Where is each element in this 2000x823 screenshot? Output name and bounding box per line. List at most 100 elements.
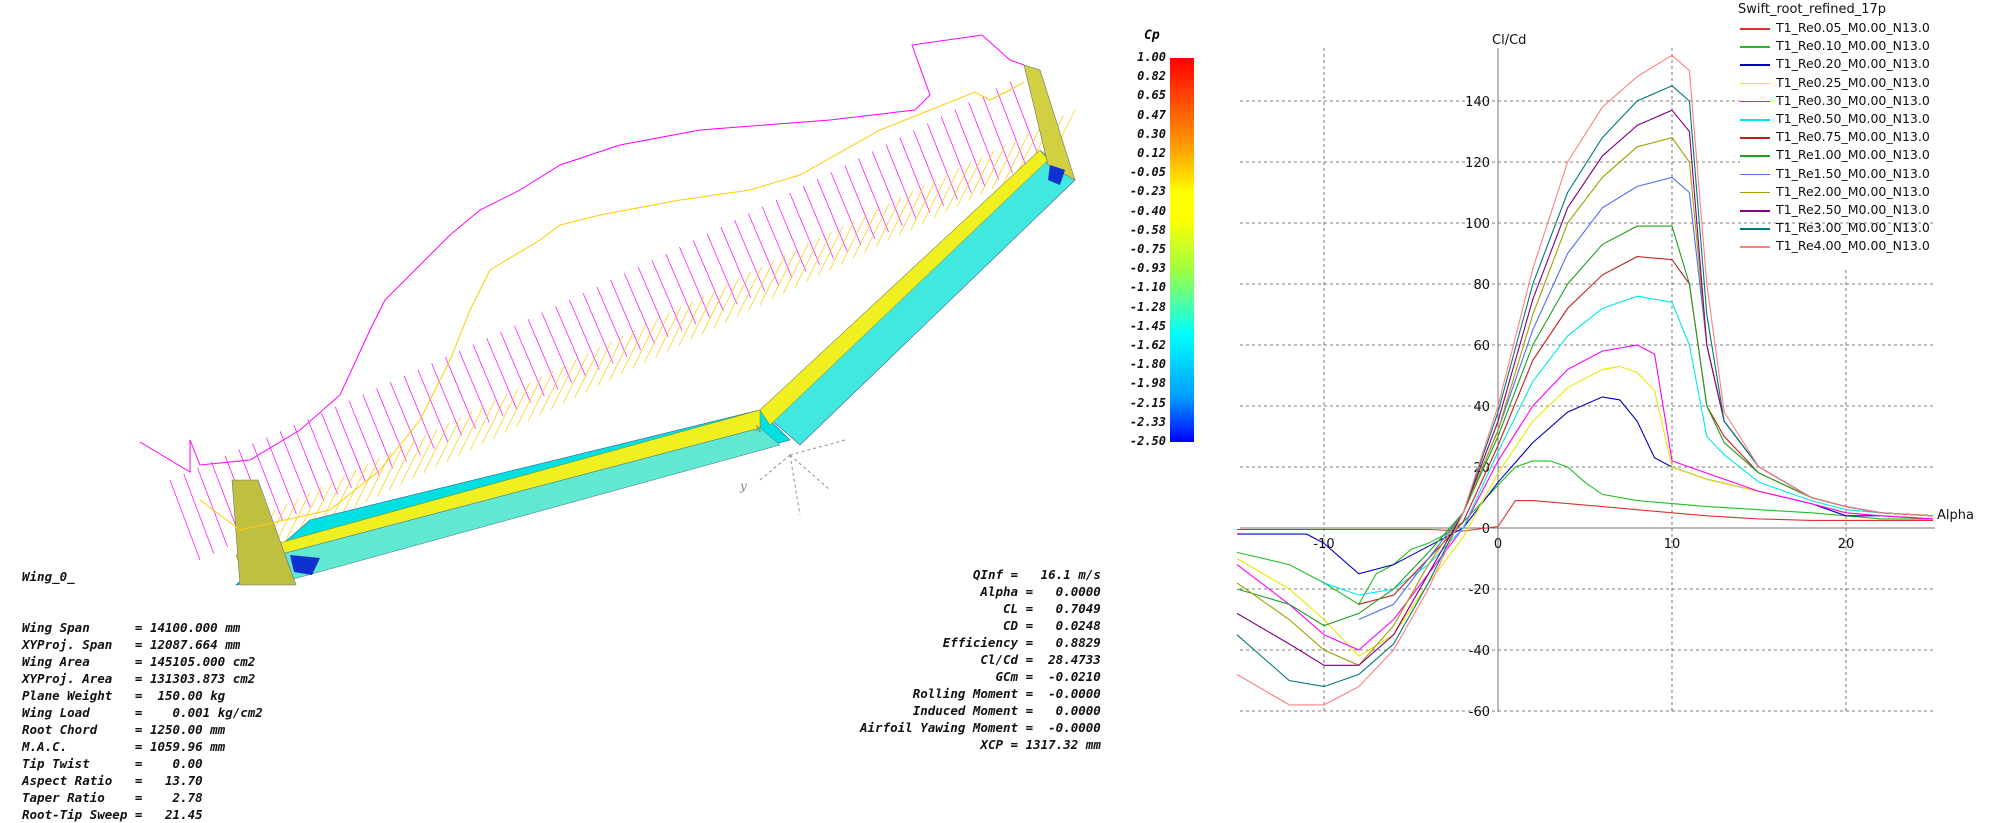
legend-label: T1_Re0.10_M0.00_N13.0 — [1776, 38, 1930, 54]
wing-right-panel-top — [759, 149, 1049, 426]
flight-data-row: CL = 0.7049 — [860, 600, 1101, 617]
wing-data-label: Wing Area — [22, 654, 135, 669]
legend-label: T1_Re1.50_M0.00_N13.0 — [1776, 165, 1930, 181]
cp-legend-value: -0.58 — [1129, 222, 1166, 237]
lift-outline — [139, 34, 1025, 473]
cp-legend-value: -0.23 — [1129, 184, 1166, 199]
axis-x-label: x — [755, 421, 762, 435]
legend-label: T1_Re2.00_M0.00_N13.0 — [1776, 183, 1930, 199]
wing-data-row: Taper Ratio = 2.78 — [22, 789, 263, 806]
wing-left-panel-top — [235, 409, 761, 566]
wing-data-label: Taper Ratio — [22, 790, 135, 805]
wing-3d-view[interactable]: x y Wing_0_ Wing Span = 14100.000 mm XYPr… — [0, 0, 1230, 822]
y-tick-label: 140 — [1465, 95, 1490, 110]
cp-legend-title: Cp — [1144, 28, 1160, 43]
flight-data-value: = 28.4733 — [1025, 652, 1101, 667]
flight-data-value: = 1317.32 mm — [1010, 737, 1101, 752]
cp-legend-value: -0.75 — [1129, 242, 1166, 256]
cp-legend-value: -0.40 — [1129, 203, 1166, 218]
drag-outline — [199, 81, 1025, 531]
wing-data-row: XYProj. Area = 131303.873 cm2 — [22, 670, 263, 687]
legend-swatch — [1740, 246, 1770, 248]
flight-data-label: Efficiency — [942, 635, 1026, 650]
wing-data-label: Wing Span — [22, 620, 135, 635]
cp-legend-value: 0.82 — [1137, 69, 1166, 84]
flight-data-row: GCm = -0.0210 — [860, 668, 1101, 685]
wing-right-tip — [1023, 64, 1076, 181]
legend-swatch — [1740, 100, 1770, 103]
flight-data-row: QInf = 16.1 m/s — [860, 566, 1101, 583]
polar-legend-title: Swift_root_refined_17p — [1738, 2, 1887, 17]
wing-data-value: = 145105.000 cm2 — [134, 654, 256, 669]
cp-legend-value: 0.12 — [1137, 146, 1166, 160]
legend-swatch — [1740, 28, 1770, 30]
cp-legend-value: -0.93 — [1129, 261, 1166, 276]
legend-label: T1_Re1.00_M0.00_N13.0 — [1776, 147, 1930, 163]
series-line-2 — [1237, 396, 1934, 575]
cp-legend-value: 0.30 — [1137, 126, 1166, 141]
y-tick-label: 100 — [1465, 217, 1490, 232]
cp-legend-value: 0.47 — [1137, 107, 1166, 122]
flight-data-value: = 0.0000 — [1025, 584, 1101, 599]
cp-legend-value: -1.45 — [1129, 318, 1166, 333]
cp-legend-value: -2.15 — [1129, 395, 1166, 410]
wing-data-row: Tip Twist = 0.00 — [22, 755, 263, 772]
series-line-3 — [1236, 365, 1934, 657]
wing-data-value: = 13.70 — [134, 773, 203, 788]
flight-data-label: Induced Moment — [912, 703, 1026, 718]
flight-data-row: Cl/Cd = 28.4733 — [860, 651, 1101, 668]
wing-data-row: Root Chord = 1250.00 mm — [22, 721, 263, 738]
cp-color-bar — [1170, 58, 1194, 442]
wing-data-label: M.A.C. — [22, 739, 135, 754]
flight-data-value: = 16.1 m/s — [1010, 567, 1101, 582]
cp-legend-value: -2.50 — [1129, 434, 1166, 448]
y-tick-label: -40 — [1469, 644, 1490, 659]
series-line-12 — [1236, 54, 1934, 706]
legend-swatch — [1740, 228, 1770, 230]
wing-left-tip-dark — [290, 555, 320, 575]
polar-legend: Swift_root_refined_17p T1_Re0.05_M0.00_N… — [1738, 0, 2000, 260]
legend-swatch — [1740, 191, 1770, 194]
flight-data-row: Efficiency = 0.8829 — [860, 634, 1101, 651]
wing-right-tip-dark — [1048, 165, 1065, 185]
wing-data-row: Wing Load = 0.001 kg/cm2 — [22, 704, 263, 721]
x-tick-label: 0 — [1494, 537, 1502, 552]
axis-y-label: y — [739, 479, 747, 493]
legend-label: T1_Re2.50_M0.00_N13.0 — [1776, 202, 1930, 217]
flight-data-value: = -0.0210 — [1025, 669, 1101, 684]
wing-left-tip — [231, 479, 297, 586]
wing-data-label: XYProj. Span — [22, 637, 135, 652]
wing-data-value: = 131303.873 cm2 — [134, 671, 256, 686]
wing-data-value: = 0.001 kg/cm2 — [134, 705, 263, 720]
legend-swatch — [1740, 46, 1770, 48]
legend-label: T1_Re0.30_M0.00_N13.0 — [1776, 92, 1930, 108]
legend-swatch — [1740, 155, 1770, 157]
x-axis-label: Alpha — [1937, 508, 1974, 523]
series-line-1 — [1236, 460, 1933, 606]
cp-legend-value: -1.62 — [1129, 338, 1166, 352]
x-tick-label: 20 — [1838, 537, 1855, 552]
wing-right-panel — [759, 149, 1076, 446]
flight-data-value: = 0.7049 — [1025, 601, 1101, 616]
wing-data-row: Wing Span = 14100.000 mm — [22, 619, 263, 636]
flight-data-label: CL — [1003, 601, 1026, 616]
flight-data-row: Rolling Moment = -0.0000 — [860, 685, 1101, 702]
y-axis-label: Cl/Cd — [1492, 33, 1526, 48]
polar-grid — [1240, 48, 1935, 712]
wing-data-row: XYProj. Span = 12087.664 mm — [22, 636, 263, 653]
wing-data-label: Plane Weight — [22, 688, 135, 703]
flight-data-row: CD = 0.0248 — [860, 617, 1101, 634]
wing-data-value: = 150.00 kg — [134, 688, 226, 703]
polar-graph-view[interactable]: 140 120 100 80 60 40 20 0 -20 -40 -60 -10 0 10 20 Cl/Cd… — [1230, 0, 2000, 762]
legend-label: T1_Re3.00_M0.00_N13.0 — [1776, 220, 1930, 236]
x-tick-label: 10 — [1664, 537, 1681, 552]
wing-name: Wing_0_ — [22, 569, 75, 584]
y-tick-label: -20 — [1469, 583, 1490, 598]
legend-swatch — [1740, 210, 1770, 212]
wing-data-row: Root-Tip Sweep = 21.45 — [22, 806, 263, 823]
legend-swatch — [1740, 173, 1770, 176]
polar-axes — [1240, 48, 1935, 712]
wing-data-value: = 21.45 — [134, 807, 203, 822]
legend-swatch — [1740, 119, 1770, 121]
y-tick-label: 0 — [1482, 522, 1490, 537]
